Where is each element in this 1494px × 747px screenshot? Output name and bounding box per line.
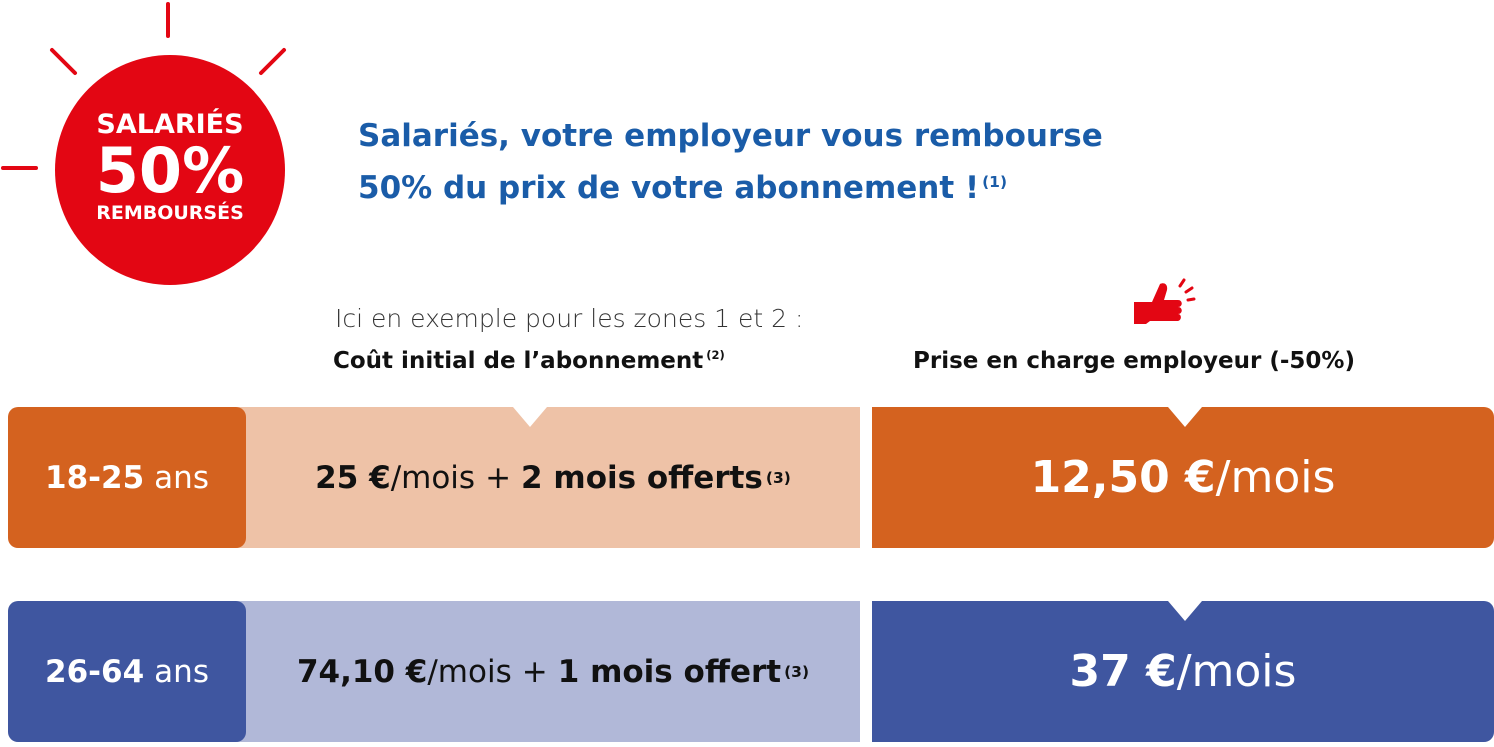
note: (3) xyxy=(784,662,810,681)
age: 18-25 xyxy=(45,459,145,496)
price-unit: /mois xyxy=(427,653,512,690)
notch xyxy=(1168,407,1202,427)
employer-price: 37 € xyxy=(1069,646,1177,697)
note: (1) xyxy=(982,172,1008,191)
age-box: 18-25 ans xyxy=(8,407,246,548)
headline: Salariés, votre employeur vous rembourse xyxy=(358,118,1103,154)
headline: 50% du prix de votre abonnement ! (1) xyxy=(358,170,1007,206)
notch xyxy=(513,407,547,427)
badge-line: SALARIÉS xyxy=(96,109,244,140)
headline-text: 50% du prix de votre abonnement ! xyxy=(358,170,980,206)
column-header-text: Coût initial de l’abonnement xyxy=(333,348,704,374)
thumb-icon xyxy=(1134,278,1196,324)
plus: + xyxy=(485,459,512,496)
column-header: Coût initial de l’abonnement (2) xyxy=(333,348,725,374)
price-box: 25 €/mois +2 mois offerts (3) xyxy=(192,407,860,548)
price: 25 € xyxy=(315,459,391,496)
age-box: 26-64 ans xyxy=(8,601,246,742)
age: 26-64 xyxy=(45,653,145,690)
note: (3) xyxy=(765,468,791,487)
employer-box: 37 €/mois xyxy=(872,601,1494,742)
notch xyxy=(1168,601,1202,621)
column-header: Prise en charge employeur (-50%) xyxy=(913,348,1355,374)
employer-price: 12,50 € xyxy=(1030,452,1216,503)
price-box: 74,10 €/mois +1 mois offert (3) xyxy=(192,601,860,742)
age-unit: ans xyxy=(154,459,209,496)
badge: SALARIÉS 50% REMBOURSÉS xyxy=(55,55,285,285)
age-unit: ans xyxy=(154,653,209,690)
badge-percent: 50% xyxy=(95,134,245,207)
plus: + xyxy=(521,653,548,690)
badge-line: REMBOURSÉS xyxy=(96,202,244,224)
price-unit: /mois xyxy=(390,459,476,496)
intro: Ici en exemple pour les zones 1 et 2 : xyxy=(335,304,804,333)
note: (2) xyxy=(706,348,725,363)
employer-unit: /mois xyxy=(1215,452,1336,503)
offer: 2 mois offerts xyxy=(521,459,763,496)
employer-box: 12,50 €/mois xyxy=(872,407,1494,548)
employer-unit: /mois xyxy=(1176,646,1297,697)
badge-rays xyxy=(1,2,286,170)
price: 74,10 € xyxy=(296,653,428,690)
offer: 1 mois offert xyxy=(557,653,782,690)
